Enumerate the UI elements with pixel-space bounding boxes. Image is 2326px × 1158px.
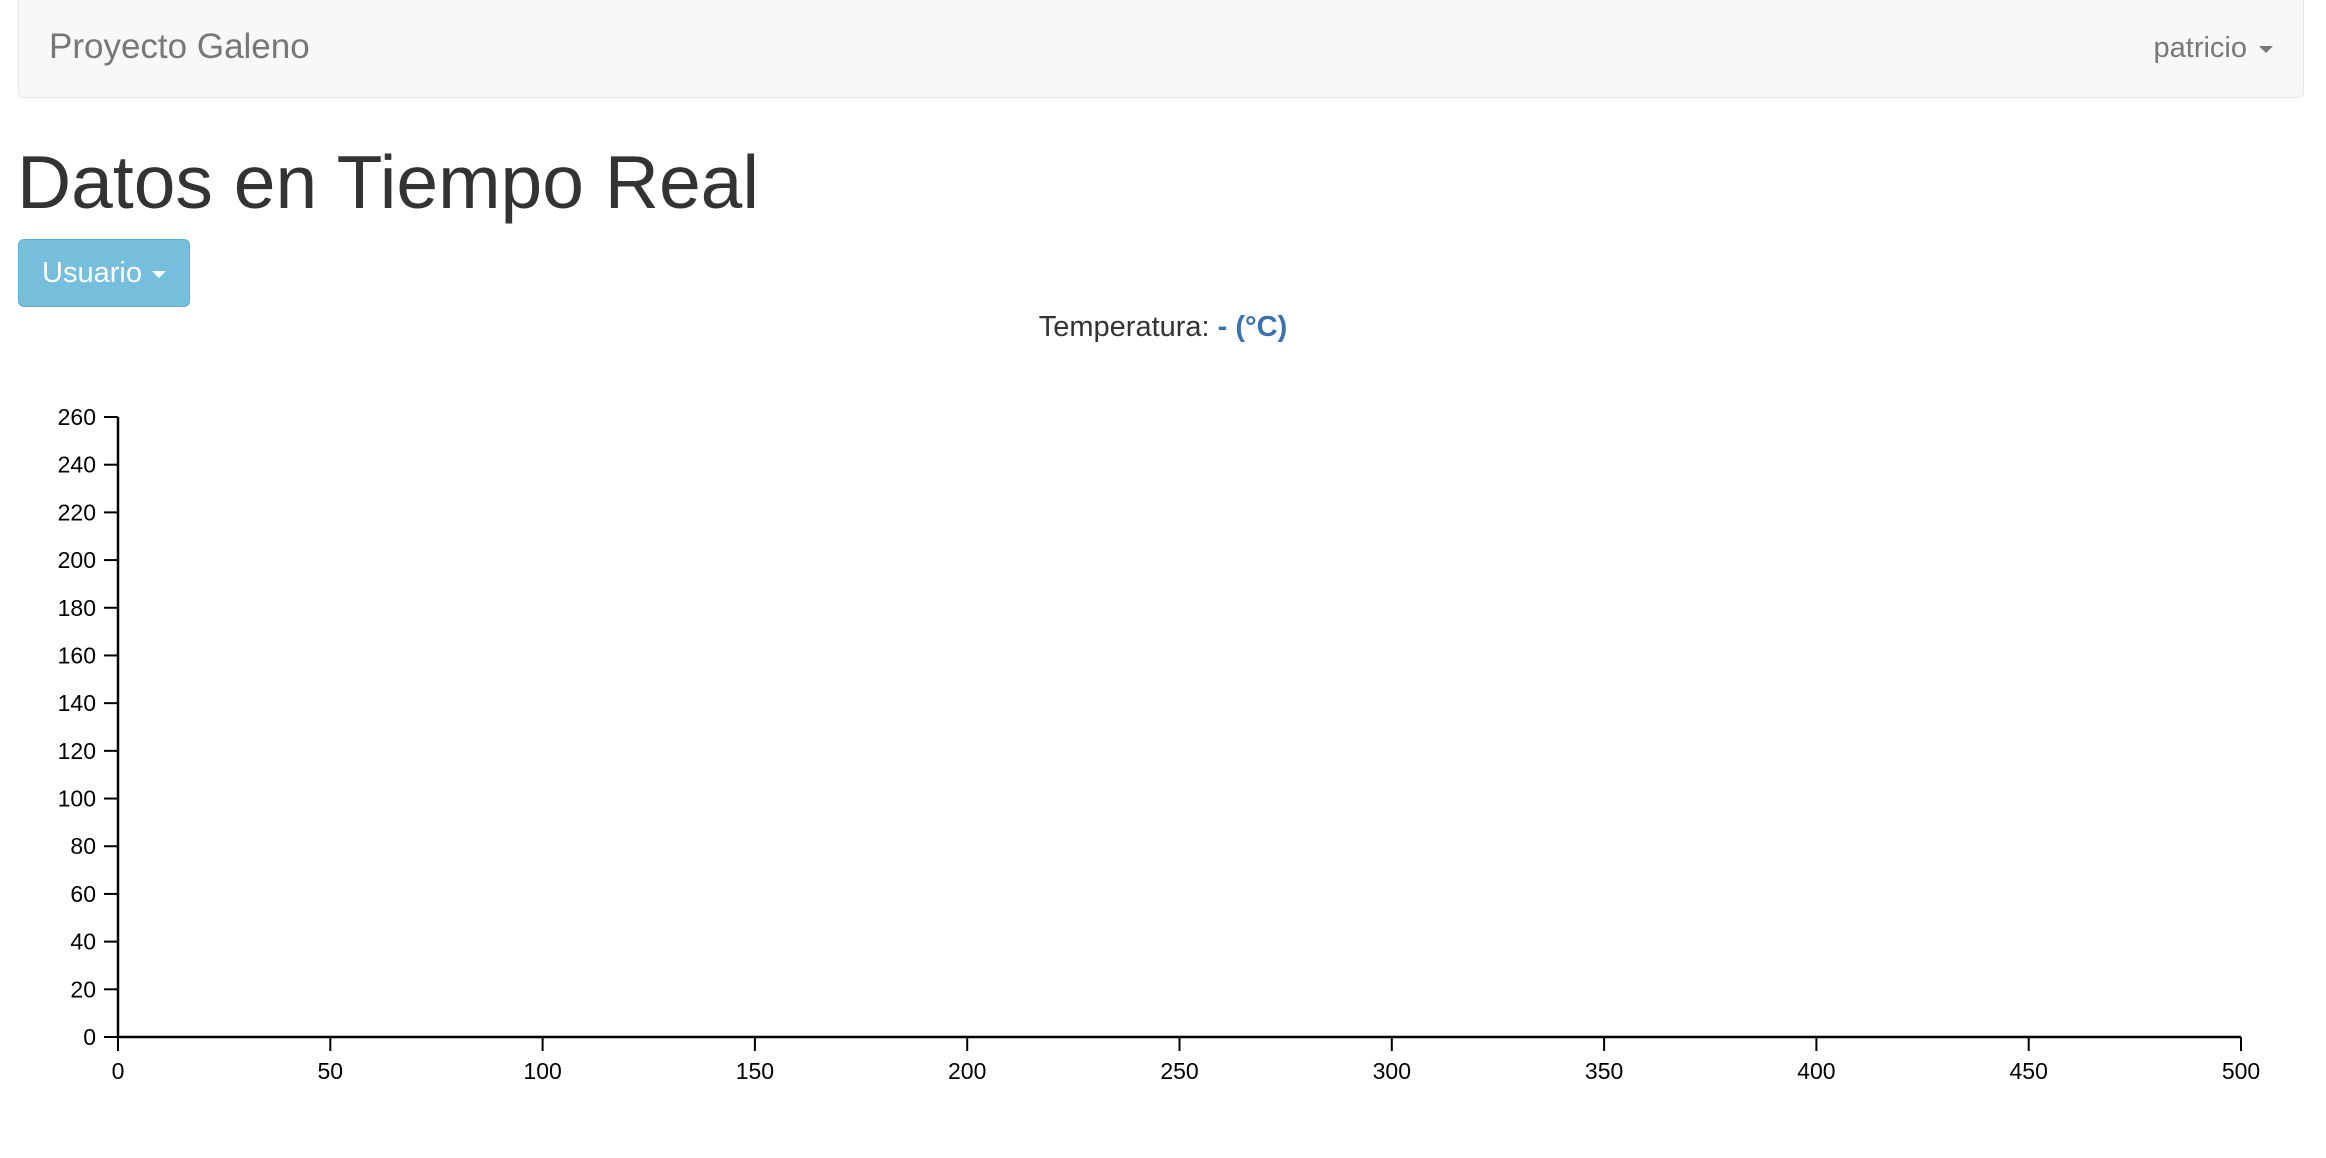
y-tick-label: 160 <box>58 642 96 668</box>
x-tick-label: 150 <box>736 1058 774 1084</box>
y-tick-label: 240 <box>58 452 96 478</box>
x-tick-label: 100 <box>523 1058 561 1084</box>
navbar-brand[interactable]: Proyecto Galeno <box>49 27 310 66</box>
usuario-dropdown-button[interactable]: Usuario <box>18 239 190 307</box>
y-tick-label: 200 <box>58 547 96 573</box>
y-tick-label: 60 <box>70 881 96 907</box>
temperature-label: Temperatura: <box>1038 311 1210 343</box>
x-tick-label: 400 <box>1797 1058 1835 1084</box>
caret-down-icon <box>2259 45 2273 53</box>
usuario-button-label: Usuario <box>42 256 142 289</box>
y-tick-label: 40 <box>70 929 96 955</box>
x-tick-label: 350 <box>1585 1058 1623 1084</box>
y-tick-label: 80 <box>70 833 96 859</box>
caret-down-icon <box>151 270 166 278</box>
temperature-readout: Temperatura: - (°C) <box>0 307 2326 347</box>
y-tick-label: 20 <box>70 976 96 1002</box>
y-tick-label: 120 <box>58 738 96 764</box>
y-tick-label: 260 <box>58 404 96 430</box>
x-tick-label: 50 <box>318 1058 344 1084</box>
x-tick-label: 450 <box>2010 1058 2048 1084</box>
y-tick-label: 220 <box>58 499 96 525</box>
x-tick-label: 300 <box>1373 1058 1411 1084</box>
x-tick-label: 0 <box>112 1058 125 1084</box>
page-title: Datos en Tiempo Real <box>17 140 760 224</box>
y-tick-label: 140 <box>58 690 96 716</box>
y-tick-label: 0 <box>83 1024 96 1050</box>
temperature-value: - (°C) <box>1217 311 1288 343</box>
x-tick-label: 500 <box>2222 1058 2260 1084</box>
y-tick-label: 180 <box>58 595 96 621</box>
user-menu-label: patricio <box>2153 32 2248 64</box>
x-tick-label: 200 <box>948 1058 986 1084</box>
navbar: Proyecto Galeno patricio <box>18 0 2304 98</box>
user-menu-dropdown[interactable]: patricio <box>2153 28 2273 68</box>
y-tick-label: 100 <box>58 786 96 812</box>
x-tick-label: 250 <box>1160 1058 1198 1084</box>
